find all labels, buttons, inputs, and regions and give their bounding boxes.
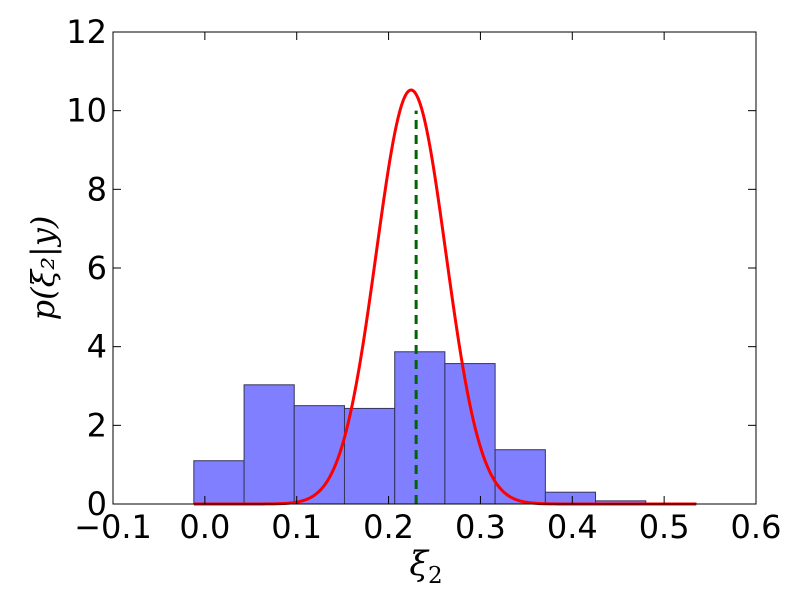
histogram-bar (343, 407, 396, 505)
x-axis-label-main: ξ (409, 544, 430, 584)
y-tick-label: 6 (87, 249, 107, 287)
x-tick-label: 0.6 (731, 508, 782, 546)
x-axis-label: ξ2 (409, 544, 442, 589)
x-axis-label-subscript: 2 (428, 563, 443, 589)
histogram-bar (394, 351, 446, 505)
axis-tick-labels: −0.1 0.0 0.1 0.2 0.3 0.4 0.5 0.6 0 2 4 6 8 10 12 (66, 13, 781, 546)
histogram-bar (544, 491, 597, 505)
y-tick-label: 2 (87, 406, 107, 444)
histogram-bars (193, 351, 697, 505)
axis-ticks (112, 31, 757, 505)
x-tick-label: 0.4 (547, 508, 598, 546)
y-tick-label: 0 (87, 485, 107, 523)
histogram-bar (193, 460, 245, 505)
y-tick-label: 4 (87, 328, 107, 366)
histogram-bar (444, 363, 496, 505)
x-tick-label: 0.0 (179, 508, 230, 546)
y-tick-label: 10 (66, 92, 107, 130)
x-tick-label: −0.1 (74, 508, 152, 546)
y-axis-label: p(ξ₂|y) (24, 216, 62, 321)
x-tick-label: 0.5 (639, 508, 690, 546)
x-tick-label: 0.3 (455, 508, 506, 546)
x-tick-label: 0.2 (363, 508, 414, 546)
y-tick-label: 8 (87, 170, 107, 208)
x-tick-label: 0.1 (271, 508, 322, 546)
histogram-bar (293, 405, 345, 505)
histogram-bar (243, 384, 295, 505)
y-tick-label: 12 (66, 13, 107, 51)
histogram-bar (494, 449, 546, 505)
